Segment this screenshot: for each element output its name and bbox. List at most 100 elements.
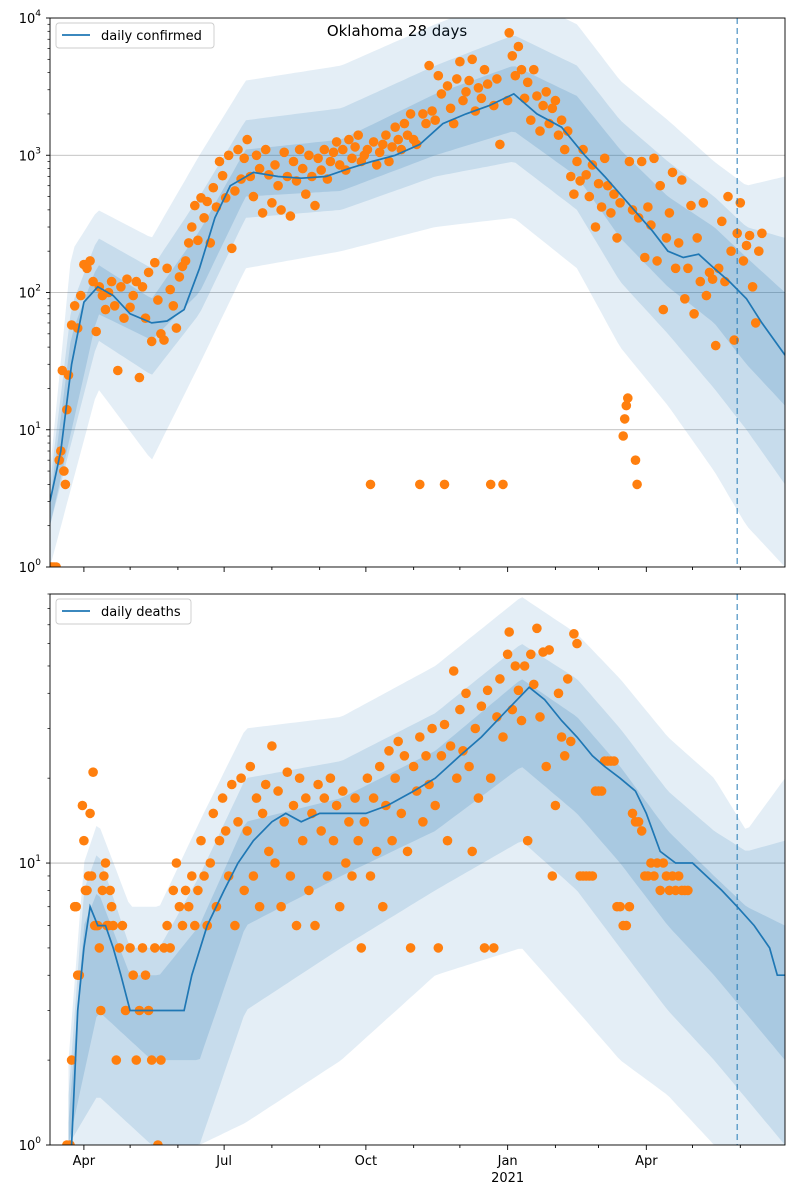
observed-point [390,122,401,132]
observed-point [513,685,524,696]
observed-point [76,290,86,301]
observed-point [750,318,761,328]
observed-point [473,83,484,93]
observed-point [316,165,327,175]
observed-point [227,779,237,790]
uncertainty-band-middle [68,644,785,1145]
observed-point [390,773,401,783]
observed-point [445,741,456,751]
model-line [50,92,785,502]
observed-point [304,885,314,896]
observed-point [313,153,323,164]
observed-point [196,835,206,846]
observed-point [476,701,487,711]
observed-point [479,64,490,75]
x-tick-label: Jul [215,1154,232,1169]
observed-point [338,144,348,155]
observed-point [264,846,274,857]
observed-point [723,191,733,202]
observed-point [193,885,203,896]
observed-point [51,562,61,567]
observed-point [427,106,437,116]
observed-point [618,431,628,441]
observed-point [79,835,89,846]
observed-point [338,786,348,796]
observed-point [529,679,539,690]
observed-point [569,189,579,199]
observed-point [621,920,632,931]
observed-point [106,276,117,287]
observed-point [599,153,610,164]
observed-point [623,393,633,403]
observed-point [171,858,182,868]
observed-point [162,920,172,931]
observed-point [233,817,243,827]
observed-point [109,301,120,311]
observed-point [526,115,536,125]
observed-point [137,282,148,292]
observed-point [442,835,453,846]
observed-point [677,175,687,185]
observed-point [603,180,613,191]
observed-point [59,466,69,476]
observed-point [313,779,323,790]
observed-point [66,1055,77,1065]
observed-point [479,943,490,953]
observed-point [680,294,690,304]
observed-point [381,130,391,140]
observed-point [307,171,317,182]
observed-point [562,674,573,684]
observed-point [165,943,175,953]
observed-point [526,649,536,660]
observed-point [223,150,234,161]
observed-point [74,970,85,980]
observed-point [615,901,625,912]
observed-point [199,871,209,881]
observed-point [371,160,382,170]
observed-point [128,970,138,980]
observed-point [106,901,117,912]
observed-point [156,1055,166,1065]
observed-point [655,180,665,191]
observed-point [421,118,431,129]
observed-point [522,835,533,846]
observed-point [294,773,305,783]
observed-point [267,741,277,751]
observed-point [461,87,471,97]
observed-point [658,858,669,868]
observed-point [632,479,642,490]
observed-point [529,64,539,75]
observed-point [341,858,351,868]
observed-point [655,885,665,896]
observed-point [455,56,465,67]
observed-point [519,93,530,104]
observed-point [418,109,428,119]
observed-point [439,719,450,730]
observed-point [550,95,561,106]
observed-point [445,103,456,114]
observed-point [686,200,696,211]
observed-point [593,178,604,189]
observed-point [260,144,271,155]
observed-point [190,920,200,931]
observed-point [482,79,493,89]
observed-point [596,786,607,796]
observed-point [187,871,197,881]
observed-point [448,118,459,129]
observed-point [562,126,573,136]
x-tick-label: Oct [355,1154,377,1169]
observed-point [245,761,256,772]
observed-point [633,817,644,827]
observed-point [362,773,373,783]
observed-point [304,150,314,161]
observed-point [649,153,659,164]
observed-point [495,674,505,684]
observed-point [504,28,514,38]
observed-point [285,211,296,221]
observed-point [415,732,425,742]
observed-point [174,272,185,282]
observed-point [180,256,191,266]
observed-point [439,479,450,490]
